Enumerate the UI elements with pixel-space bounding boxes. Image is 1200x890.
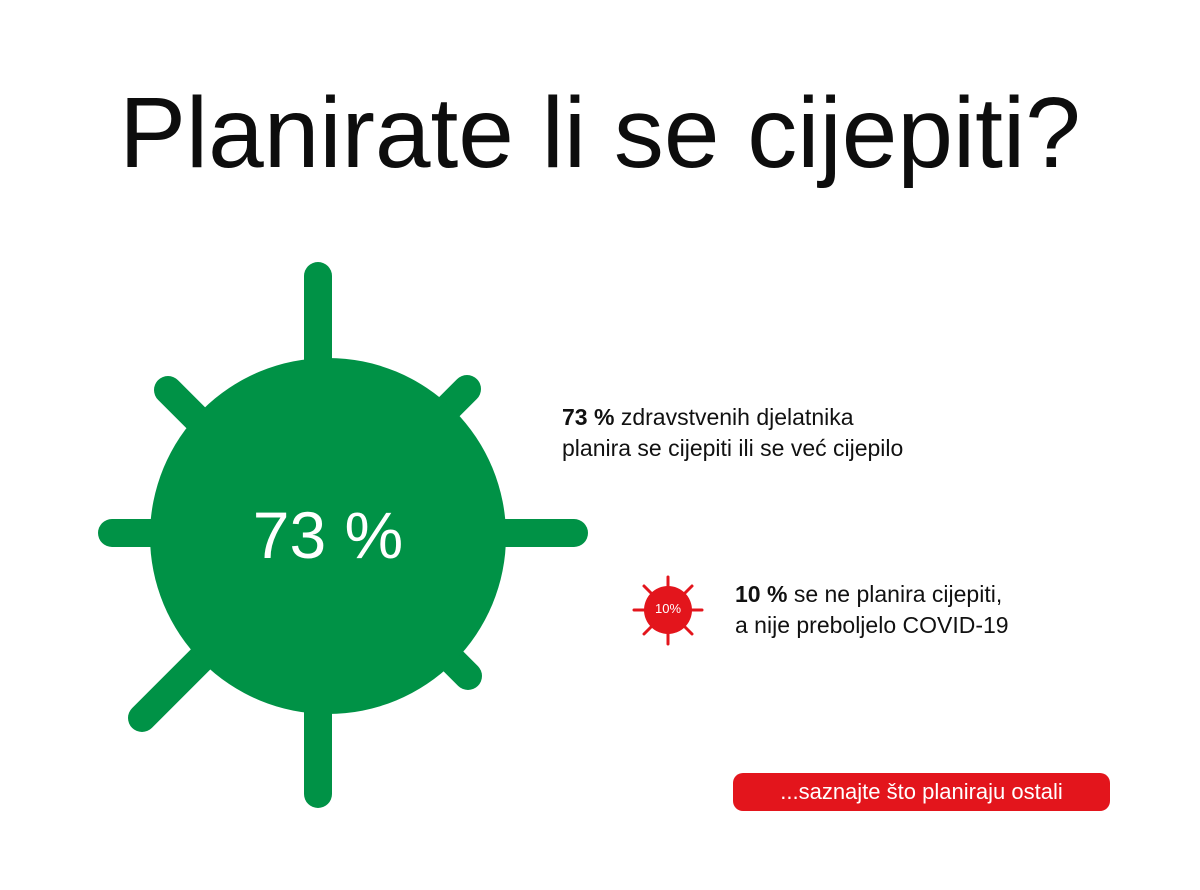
stat-not-planning-value: 10 % (735, 581, 788, 607)
stat-vaccinated-value: 73 % (562, 404, 615, 430)
small-virus-body (644, 586, 692, 634)
stat-not-planning: 10 % se ne planira cijepiti, a nije preb… (735, 579, 1009, 641)
virus-icon-large (80, 250, 600, 820)
small-spike-bottom-right (682, 624, 694, 636)
stat-vaccinated-line1: zdravstvenih djelatnika (614, 404, 854, 430)
stat-vaccinated-line2: planira se cijepiti ili se već cijepilo (562, 435, 904, 461)
virus-body (150, 358, 506, 714)
virus-shape-green (98, 262, 588, 808)
virus-icon-small (632, 574, 704, 646)
stat-not-planning-line1: se ne planira cijepiti, (787, 581, 1003, 607)
small-spike-top-left (642, 584, 654, 596)
small-virus-percentage-label: 10% (654, 601, 682, 616)
stat-vaccinated: 73 % zdravstvenih djelatnika planira se … (562, 402, 903, 464)
stat-not-planning-line2: a nije preboljelo COVID-19 (735, 612, 1009, 638)
page-title: Planirate li se cijepiti? (119, 77, 1081, 189)
learn-more-button[interactable]: ...saznajte što planiraju ostali (733, 773, 1110, 811)
small-spike-top-right (682, 584, 694, 596)
small-spike-bottom-left (642, 624, 654, 636)
virus-shape-red (632, 575, 704, 646)
virus-percentage-label: 73 % (252, 498, 404, 572)
